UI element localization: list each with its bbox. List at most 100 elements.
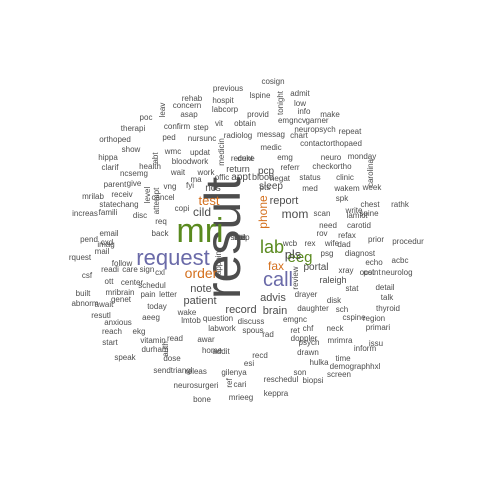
word-cloud-term: famili	[99, 208, 118, 217]
word-cloud-term: pain	[140, 290, 155, 299]
word-cloud-term: labcorp	[212, 105, 239, 114]
word-cloud-term: make	[320, 110, 340, 119]
word-cloud-term: center	[121, 278, 144, 287]
word-cloud-term: write	[345, 206, 363, 215]
word-cloud-term: req	[155, 217, 167, 226]
word-cloud-term: email	[99, 229, 118, 238]
word-cloud-term: referr	[280, 163, 299, 172]
word-cloud-term: spine	[359, 209, 379, 218]
word-cloud-term: attempt	[152, 187, 161, 214]
word-cloud-term: detail	[375, 283, 394, 292]
word-cloud-term: follow	[112, 259, 133, 268]
word-cloud-term: procedur	[392, 237, 424, 246]
word-cloud-term: recent	[231, 154, 254, 163]
word-cloud-term: mribrain	[106, 288, 135, 297]
word-cloud-term: admit	[290, 89, 310, 98]
word-cloud-term: neurolog	[381, 268, 412, 277]
word-cloud-term: wakem	[333, 184, 360, 193]
word-cloud-term: abt	[151, 152, 160, 164]
word-cloud-term: parent	[104, 180, 127, 189]
word-cloud-term: daughter	[297, 304, 329, 313]
word-cloud-term: cxl	[155, 268, 165, 277]
word-cloud-term: updat	[190, 148, 211, 157]
word-cloud-term: week	[362, 183, 383, 192]
word-cloud-term: disc	[133, 211, 147, 220]
word-cloud-term: leav	[158, 103, 167, 118]
word-cloud-term: bone	[193, 395, 211, 404]
word-cloud-term: neurosurgeri	[174, 381, 219, 390]
word-cloud-term: previous	[213, 84, 243, 93]
word-cloud-term: show	[122, 145, 141, 154]
word-cloud-term: nursunc	[188, 134, 216, 143]
word-cloud-term: need	[319, 221, 337, 230]
word-cloud-term: poc	[140, 113, 153, 122]
word-cloud-term: speak	[114, 353, 136, 362]
word-cloud-term: pts	[260, 183, 271, 192]
word-cloud-term: gilenya	[221, 368, 247, 377]
word-cloud-term: level	[143, 187, 152, 204]
word-cloud-term: offic	[215, 173, 230, 182]
word-cloud-term: scan	[314, 209, 331, 218]
word-cloud-term: neck	[327, 324, 345, 333]
word-cloud-term: anxious	[104, 318, 132, 327]
word-cloud-term: carotid	[347, 221, 371, 230]
word-cloud-term: read	[167, 334, 183, 343]
word-cloud-term: emgncv	[278, 116, 306, 125]
word-cloud-term: diagnost	[345, 249, 376, 258]
word-cloud-term: cti	[236, 233, 244, 242]
word-cloud-term: ncsemg	[120, 169, 148, 178]
word-cloud-term: ped	[162, 133, 175, 142]
word-cloud-term: emg	[277, 153, 293, 162]
word-cloud-term: report	[270, 195, 299, 207]
word-cloud-term: rehab	[182, 94, 203, 103]
word-cloud-term: receiv	[111, 190, 132, 199]
word-cloud-term: cild	[193, 205, 211, 219]
word-cloud-term: appt	[231, 172, 251, 183]
word-cloud-term: tonight	[276, 90, 285, 115]
word-cloud-term: auth	[161, 341, 170, 357]
word-cloud-term: eeg	[287, 249, 312, 266]
word-cloud-term: ott	[105, 277, 115, 286]
word-cloud-term: pcp	[258, 166, 275, 177]
word-cloud-term: request	[136, 245, 209, 270]
word-cloud-term: point	[363, 268, 381, 277]
word-cloud-term: biopsi	[303, 376, 324, 385]
word-cloud-term: neuropsych	[294, 125, 335, 134]
word-cloud-term: esi	[244, 359, 254, 368]
word-cloud-term: dad	[337, 240, 350, 249]
word-cloud-term: mrimra	[328, 336, 353, 345]
word-cloud-term: wife	[324, 239, 340, 248]
word-cloud-term: wait	[170, 168, 186, 177]
word-cloud-term: echo	[365, 258, 383, 267]
word-cloud-term: readi	[101, 265, 119, 274]
word-cloud-term: disk	[327, 296, 342, 305]
word-cloud-term: vit	[215, 119, 224, 128]
word-cloud-term: stat	[346, 284, 360, 293]
word-cloud-term: doppler	[291, 334, 318, 343]
word-cloud-term: home	[202, 346, 223, 355]
word-cloud-term: mom	[282, 207, 309, 221]
word-cloud-term: rex	[304, 239, 315, 248]
word-cloud-term: radiolog	[224, 131, 252, 140]
word-cloud-term: cancel	[151, 193, 174, 202]
word-cloud-term: xray	[338, 266, 353, 275]
word-cloud-term: sch	[336, 305, 348, 314]
word-cloud-term: ocst	[360, 268, 375, 277]
word-cloud-term: await	[95, 300, 114, 309]
word-cloud-term: resutl	[91, 311, 111, 320]
word-cloud-term: record	[225, 304, 256, 316]
word-cloud-term: son	[294, 368, 307, 377]
word-cloud-term: ret	[290, 326, 300, 335]
word-cloud-term: primari	[366, 323, 391, 332]
word-cloud-term: fax	[268, 259, 284, 273]
word-cloud-term: asap	[180, 110, 198, 119]
word-cloud-term: confirm	[164, 122, 191, 131]
word-cloud-term: carolina	[366, 158, 375, 187]
word-cloud-term: repeat	[339, 127, 362, 136]
word-cloud-term: therapi	[121, 124, 146, 133]
word-cloud-term: obtain	[234, 119, 256, 128]
word-cloud-term: prior	[368, 235, 384, 244]
word-cloud-term: awar	[197, 335, 215, 344]
word-cloud-term: mra	[233, 233, 247, 242]
word-cloud-term: abnorm	[71, 299, 98, 308]
